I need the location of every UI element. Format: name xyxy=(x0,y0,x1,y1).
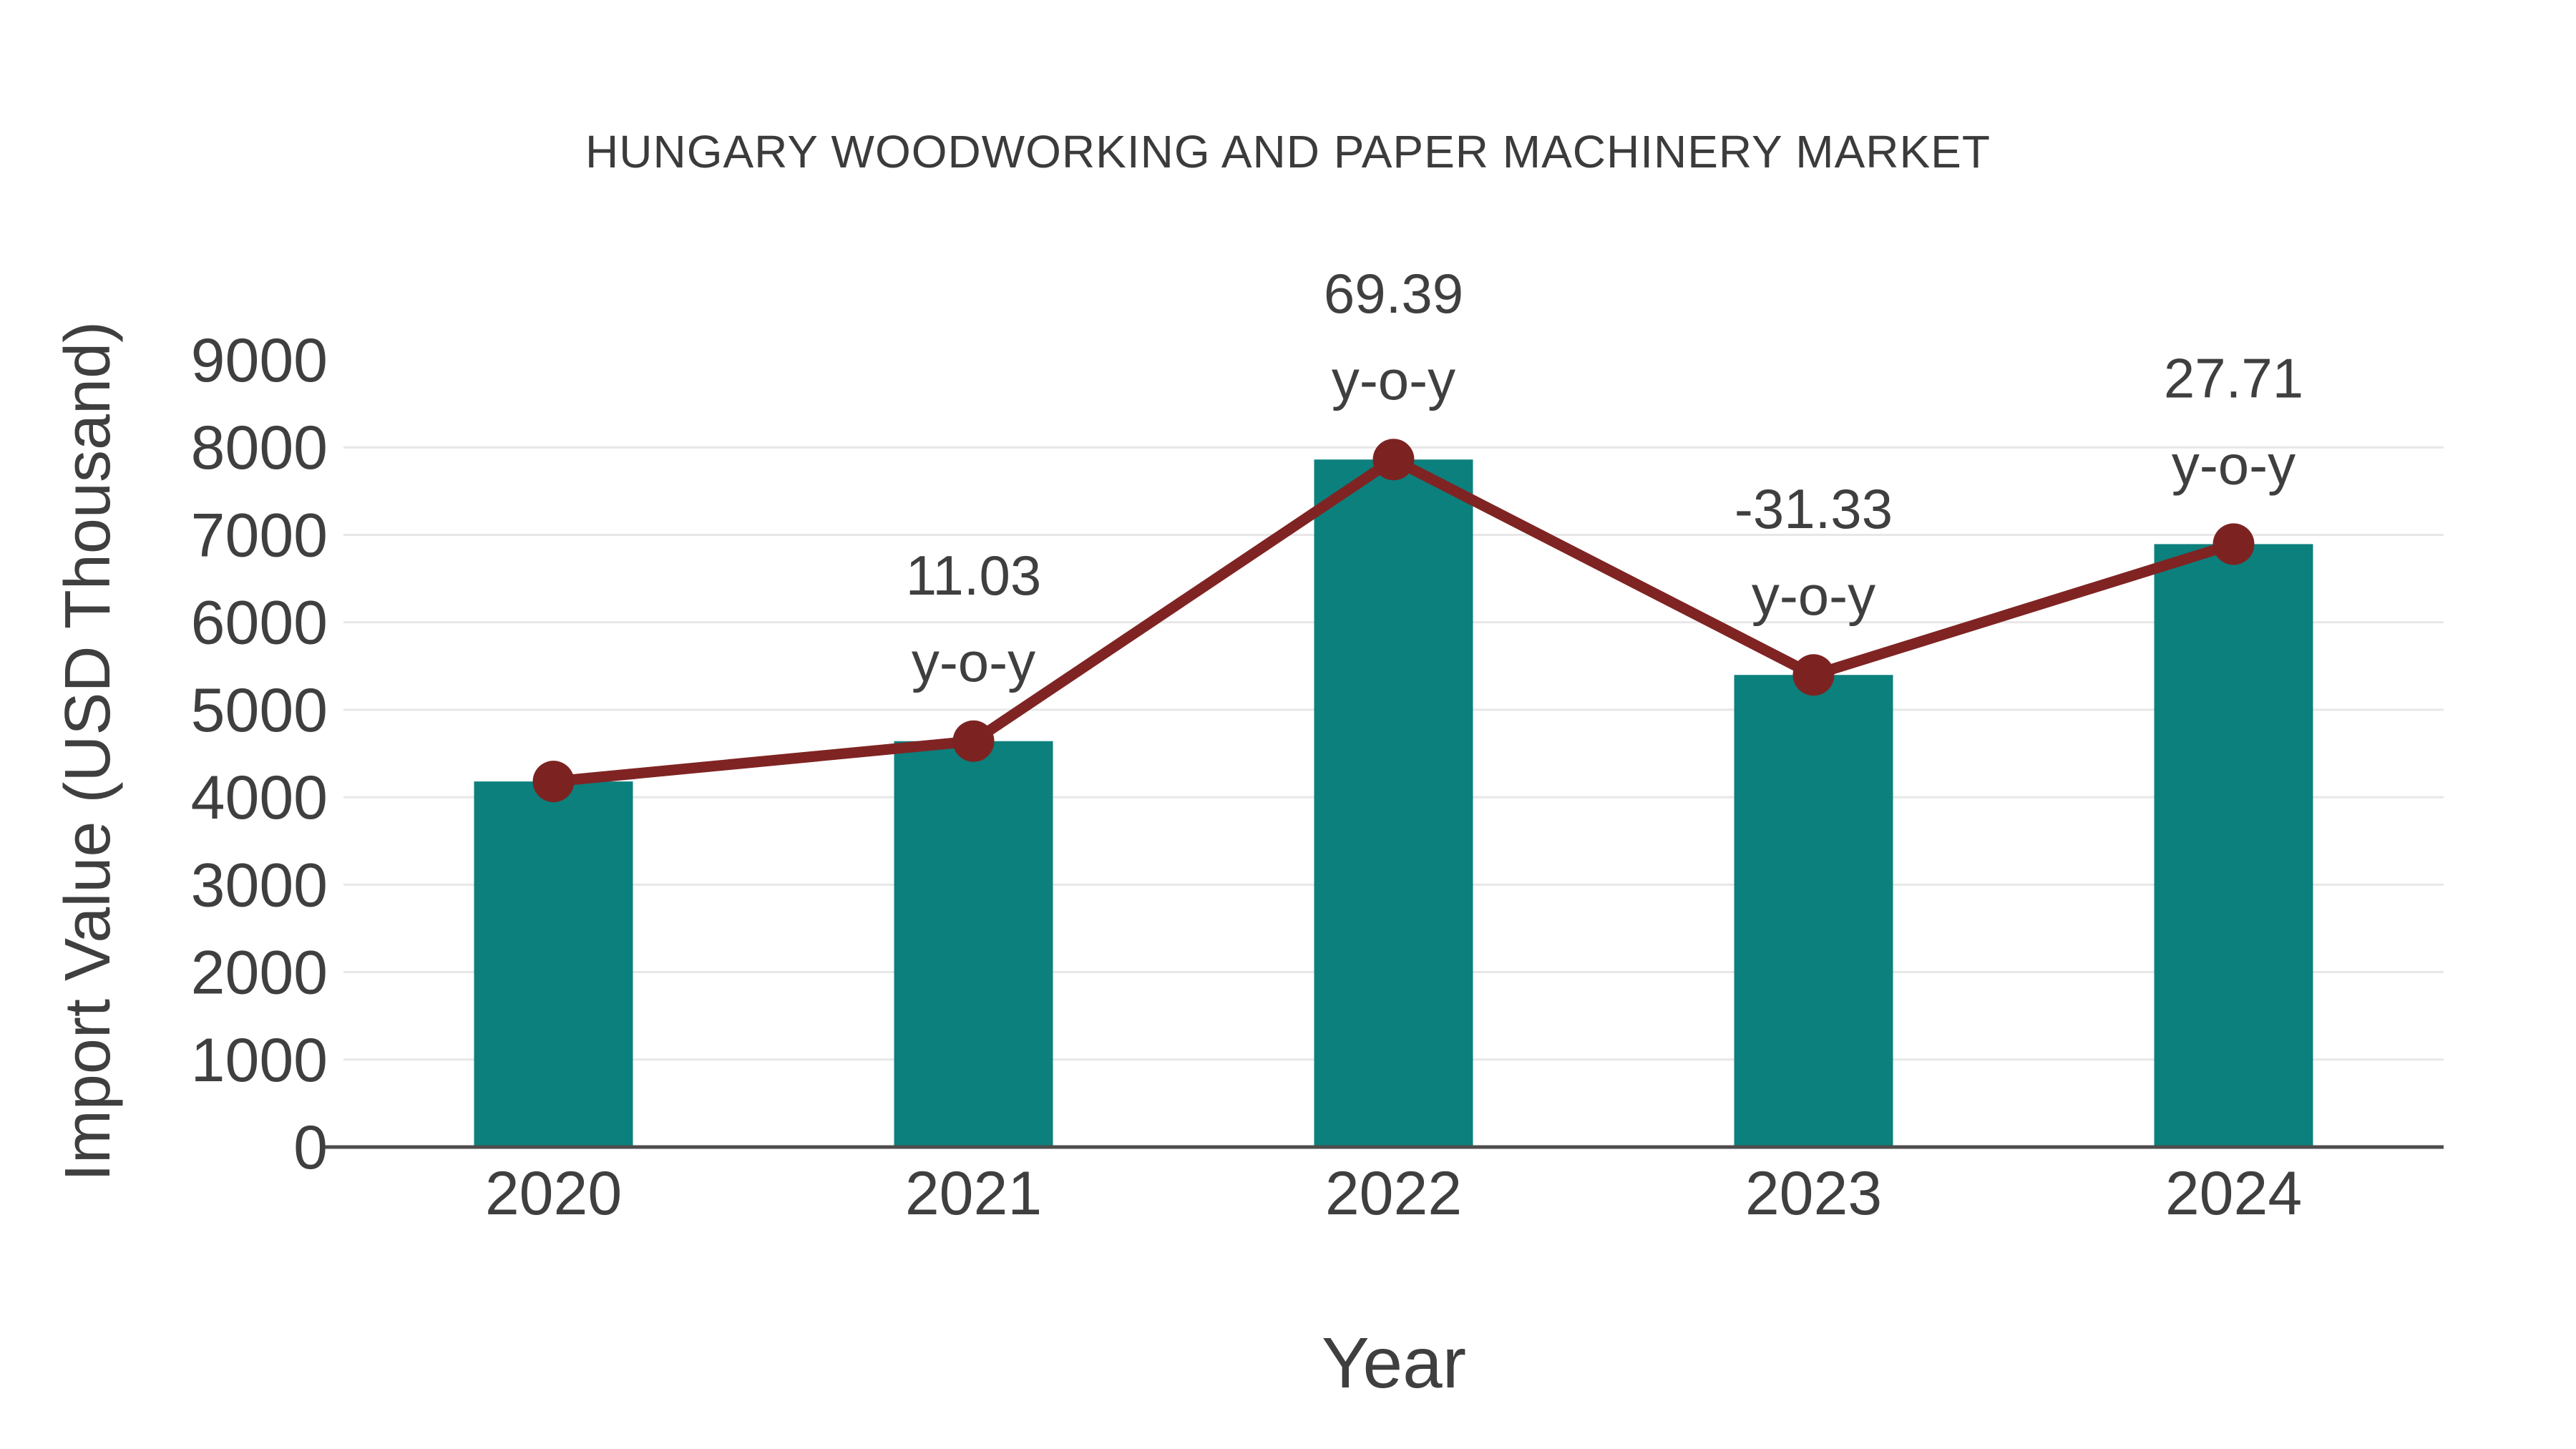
trend-marker-2024 xyxy=(2212,523,2255,565)
y-tick-label-2000: 2000 xyxy=(191,939,328,1008)
y-tick-label-0: 0 xyxy=(293,1113,328,1182)
trend-marker-2022 xyxy=(1372,439,1415,481)
x-axis-title: Year xyxy=(1321,1323,1467,1403)
y-tick-label-7000: 7000 xyxy=(191,501,328,570)
y-tick-label-4000: 4000 xyxy=(191,763,328,832)
annotation-suffix-2024: y-o-y xyxy=(2172,433,2296,496)
bar-2024 xyxy=(2154,544,2313,1147)
bar-2023 xyxy=(1734,675,1893,1147)
annotation-suffix-2023: y-o-y xyxy=(1752,564,1875,627)
chart-title: HUNGARY WOODWORKING AND PAPER MACHINERY … xyxy=(585,126,1991,177)
x-tick-label-2022: 2022 xyxy=(1325,1159,1462,1228)
y-tick-label-1000: 1000 xyxy=(191,1026,328,1095)
bar-2021 xyxy=(894,741,1053,1147)
x-tick-label-2024: 2024 xyxy=(2165,1159,2302,1228)
y-tick-label-6000: 6000 xyxy=(191,589,328,658)
bar-2022 xyxy=(1314,459,1473,1147)
y-tick-label-5000: 5000 xyxy=(191,676,328,745)
y-tick-label-9000: 9000 xyxy=(191,326,328,395)
bar-2020 xyxy=(474,781,633,1147)
trend-marker-2020 xyxy=(532,761,575,803)
annotation-value-2021: 11.03 xyxy=(906,544,1041,607)
annotation-suffix-2022: y-o-y xyxy=(1332,348,1455,411)
annotation-value-2023: -31.33 xyxy=(1735,477,1893,540)
trend-marker-2021 xyxy=(952,720,995,762)
trend-marker-2023 xyxy=(1792,654,1835,696)
x-tick-label-2023: 2023 xyxy=(1745,1159,1882,1228)
y-tick-label-3000: 3000 xyxy=(191,851,328,919)
x-tick-label-2020: 2020 xyxy=(485,1159,622,1228)
annotation-value-2024: 27.71 xyxy=(2164,346,2303,409)
annotation-value-2022: 69.39 xyxy=(1324,262,1463,325)
y-tick-label-8000: 8000 xyxy=(191,414,328,482)
annotation-suffix-2021: y-o-y xyxy=(912,630,1035,693)
x-tick-label-2021: 2021 xyxy=(905,1159,1042,1228)
